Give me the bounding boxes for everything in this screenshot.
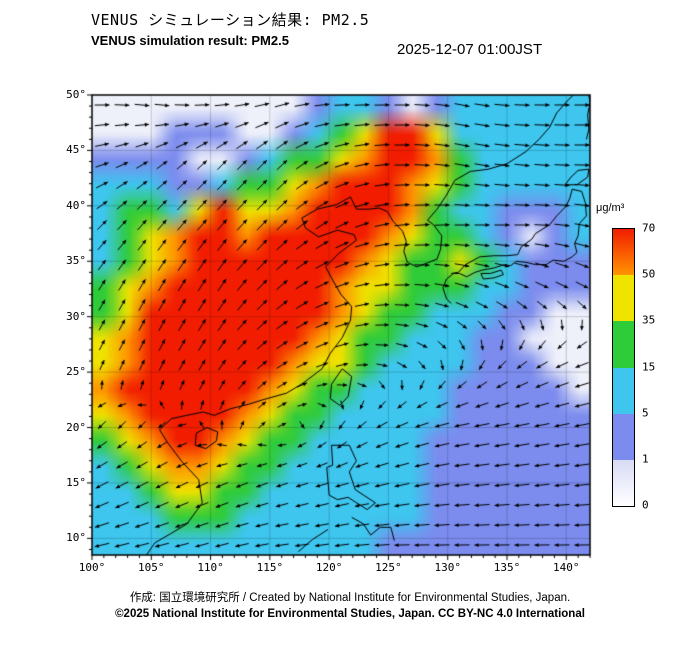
colorbar-segment — [613, 229, 634, 276]
x-tick-label: 110° — [197, 561, 224, 574]
y-tick-label: 40° — [66, 198, 86, 212]
colorbar-tick-label: 15 — [642, 360, 656, 373]
colorbar-tick-label: 5 — [642, 406, 649, 420]
colorbar-tick-label: 70 — [642, 221, 656, 235]
colorbar-segment — [613, 321, 634, 368]
colorbar-tick-label: 0 — [642, 498, 649, 512]
colorbar — [612, 228, 635, 507]
x-tick-label: 140° — [553, 561, 580, 574]
x-tick-label: 125° — [375, 561, 402, 574]
x-tick-label: 135° — [493, 561, 521, 574]
colorbar-unit-label: μg/m³ — [596, 202, 625, 214]
x-tick-label: 130° — [434, 561, 461, 574]
colorbar-tick-label: 35 — [642, 313, 656, 327]
timestamp: 2025-12-07 01:00JST — [397, 41, 543, 58]
y-tick-label: 35° — [66, 254, 86, 268]
title-japanese: VENUS シミュレーション結果: PM2.5 — [91, 11, 370, 29]
y-tick-label: 25° — [66, 365, 86, 379]
colorbar-segment — [613, 413, 634, 460]
colorbar-segment — [613, 367, 634, 414]
credit-line: 作成: 国立環境研究所 / Created by National Instit… — [129, 592, 571, 604]
x-tick-label: 115° — [256, 561, 284, 574]
colorbar-segment — [613, 459, 634, 507]
title-english: VENUS simulation result: PM2.5 — [91, 33, 289, 48]
y-tick-label: 30° — [66, 309, 86, 323]
x-tick-label: 120° — [315, 561, 343, 574]
colorbar-tick-label: 1 — [642, 452, 649, 466]
x-tick-label: 105° — [138, 561, 165, 574]
colorbar-tick-label: 50 — [642, 267, 656, 281]
y-tick-label: 10° — [66, 531, 86, 545]
colorbar-segment — [613, 275, 634, 322]
y-tick-label: 20° — [66, 420, 86, 434]
copyright-line: ©2025 National Institute for Environment… — [115, 608, 585, 620]
x-tick-label: 100° — [78, 561, 106, 574]
y-tick-label: 50° — [66, 88, 86, 101]
y-tick-label: 45° — [66, 143, 86, 157]
y-tick-label: 15° — [66, 475, 86, 489]
